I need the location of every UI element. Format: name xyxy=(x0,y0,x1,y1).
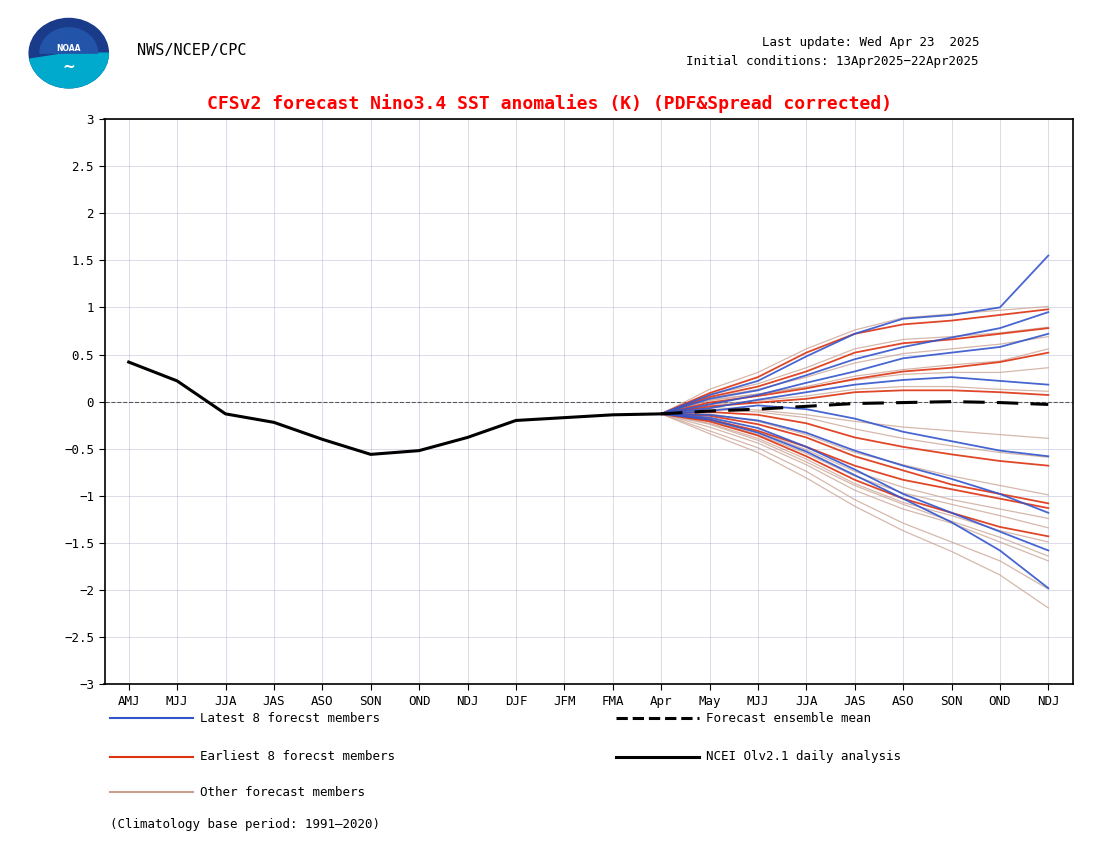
Text: Latest 8 forecst members: Latest 8 forecst members xyxy=(200,711,381,725)
Text: Initial conditions: 13Apr2025−22Apr2025: Initial conditions: 13Apr2025−22Apr2025 xyxy=(686,54,979,68)
Text: Forecast ensemble mean: Forecast ensemble mean xyxy=(706,711,871,725)
Text: NCEI Olv2.1 daily analysis: NCEI Olv2.1 daily analysis xyxy=(706,750,901,763)
Wedge shape xyxy=(30,54,108,88)
Text: (Climatology base period: 1991–2020): (Climatology base period: 1991–2020) xyxy=(110,818,379,831)
Text: CFSv2 forecast Nino3.4 SST anomalies (K) (PDF&Spread corrected): CFSv2 forecast Nino3.4 SST anomalies (K)… xyxy=(208,94,892,113)
Circle shape xyxy=(29,19,108,88)
Text: Other forecast members: Other forecast members xyxy=(200,785,365,799)
Text: Last update: Wed Apr 23  2025: Last update: Wed Apr 23 2025 xyxy=(761,36,979,49)
Text: Earliest 8 forecst members: Earliest 8 forecst members xyxy=(200,750,395,763)
Text: ~: ~ xyxy=(63,60,75,75)
Wedge shape xyxy=(40,28,98,54)
Text: NWS/NCEP/CPC: NWS/NCEP/CPC xyxy=(138,43,248,59)
Text: NOAA: NOAA xyxy=(56,44,81,54)
